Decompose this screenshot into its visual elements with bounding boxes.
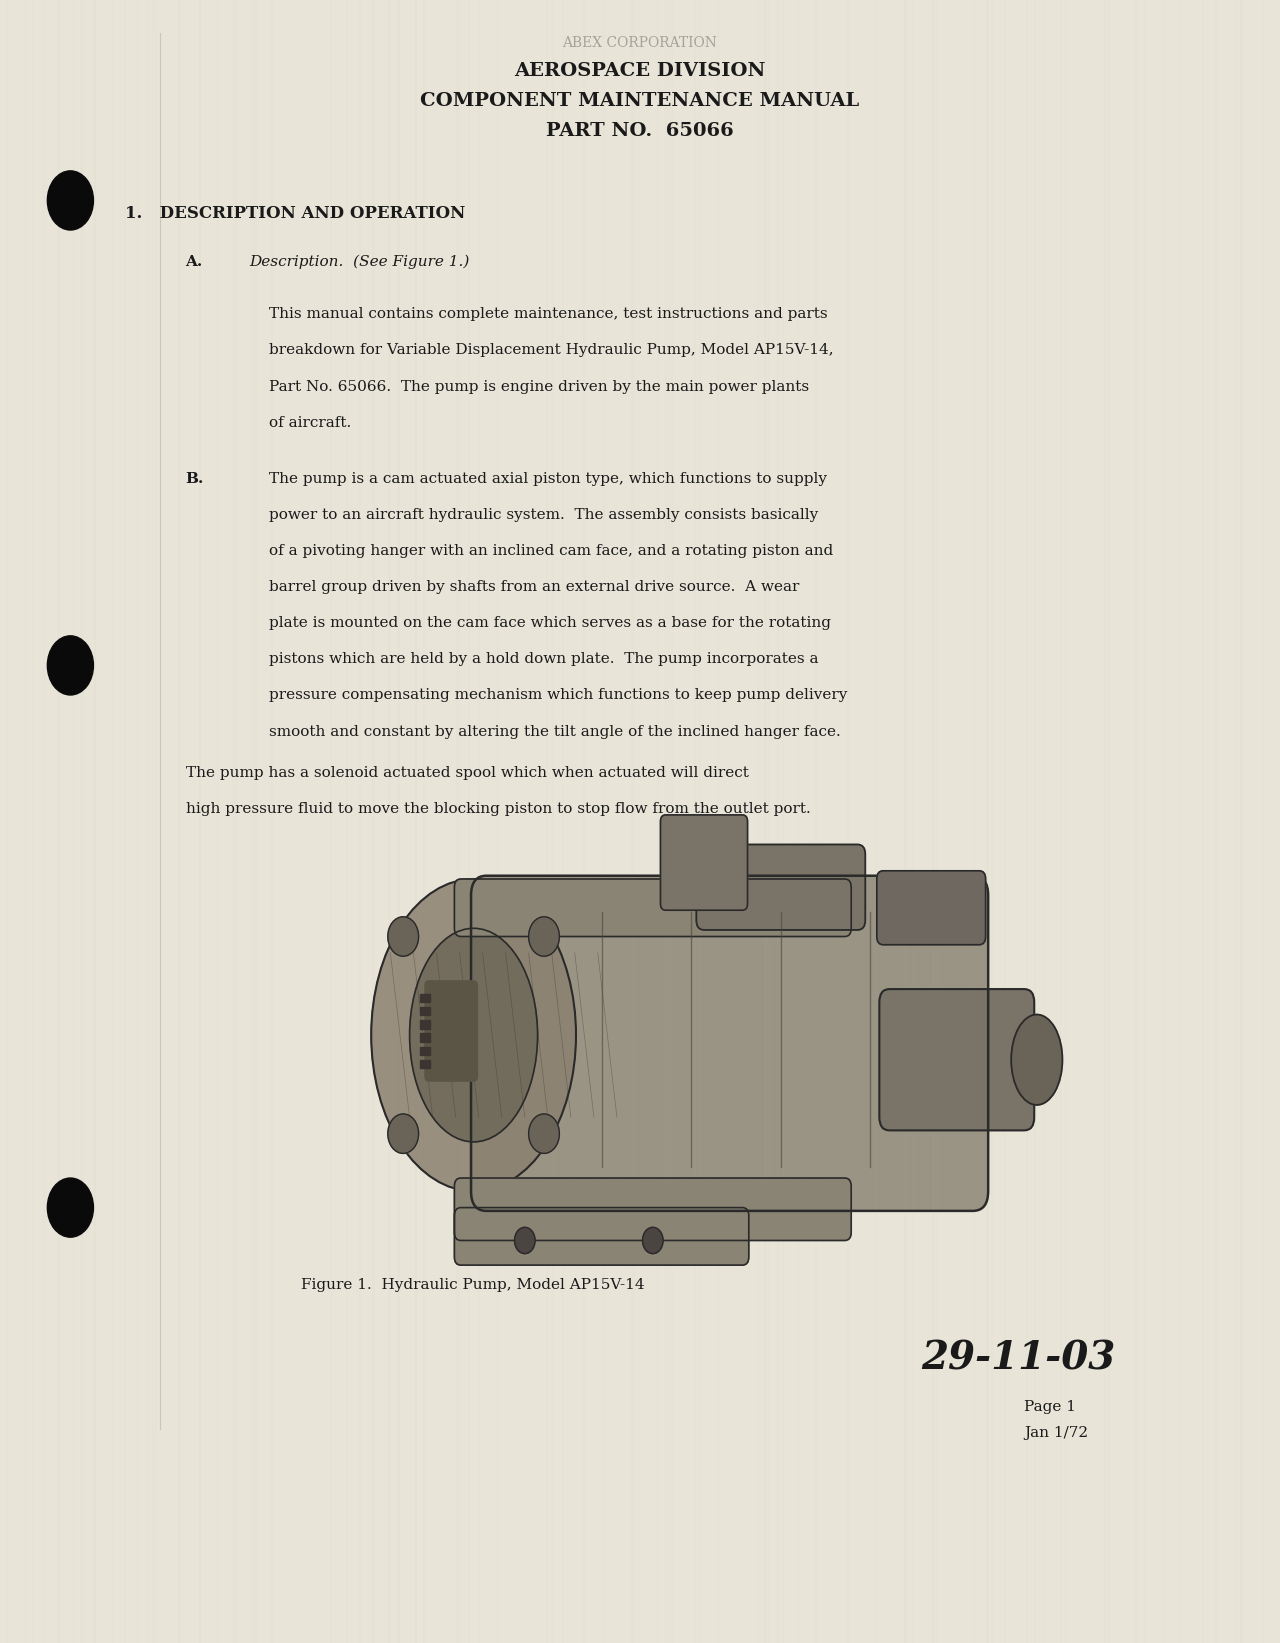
Ellipse shape xyxy=(1011,1014,1062,1104)
FancyBboxPatch shape xyxy=(696,845,865,930)
Circle shape xyxy=(529,1114,559,1153)
Bar xyxy=(420,994,430,1002)
Text: B.: B. xyxy=(186,472,204,486)
FancyBboxPatch shape xyxy=(471,876,988,1211)
FancyBboxPatch shape xyxy=(454,1208,749,1265)
FancyBboxPatch shape xyxy=(454,879,851,937)
Text: 1.   DESCRIPTION AND OPERATION: 1. DESCRIPTION AND OPERATION xyxy=(125,205,466,222)
Text: Part No. 65066.  The pump is engine driven by the main power plants: Part No. 65066. The pump is engine drive… xyxy=(269,380,809,394)
Text: AEROSPACE DIVISION: AEROSPACE DIVISION xyxy=(515,62,765,81)
Bar xyxy=(420,1047,430,1055)
Text: pistons which are held by a hold down plate.  The pump incorporates a: pistons which are held by a hold down pl… xyxy=(269,652,818,667)
Text: This manual contains complete maintenance, test instructions and parts: This manual contains complete maintenanc… xyxy=(269,307,827,322)
FancyBboxPatch shape xyxy=(425,981,477,1081)
Text: plate is mounted on the cam face which serves as a base for the rotating: plate is mounted on the cam face which s… xyxy=(269,616,831,631)
Text: Figure 1.  Hydraulic Pump, Model AP15V-14: Figure 1. Hydraulic Pump, Model AP15V-14 xyxy=(301,1278,644,1293)
Text: The pump is a cam actuated axial piston type, which functions to supply: The pump is a cam actuated axial piston … xyxy=(269,472,827,486)
Text: Description.  (See Figure 1.): Description. (See Figure 1.) xyxy=(250,255,470,269)
Text: power to an aircraft hydraulic system.  The assembly consists basically: power to an aircraft hydraulic system. T… xyxy=(269,508,818,522)
Bar xyxy=(420,1060,430,1068)
Circle shape xyxy=(47,171,93,230)
FancyBboxPatch shape xyxy=(879,989,1034,1130)
Text: of aircraft.: of aircraft. xyxy=(269,416,351,430)
Text: COMPONENT MAINTENANCE MANUAL: COMPONENT MAINTENANCE MANUAL xyxy=(420,92,860,110)
FancyBboxPatch shape xyxy=(660,815,748,910)
FancyBboxPatch shape xyxy=(877,871,986,945)
Circle shape xyxy=(47,1178,93,1237)
FancyBboxPatch shape xyxy=(454,1178,851,1240)
Text: smooth and constant by altering the tilt angle of the inclined hanger face.: smooth and constant by altering the tilt… xyxy=(269,725,841,739)
Circle shape xyxy=(643,1227,663,1254)
Bar xyxy=(420,1020,430,1029)
Text: pressure compensating mechanism which functions to keep pump delivery: pressure compensating mechanism which fu… xyxy=(269,688,847,703)
Text: breakdown for Variable Displacement Hydraulic Pump, Model AP15V-14,: breakdown for Variable Displacement Hydr… xyxy=(269,343,833,358)
Text: of a pivoting hanger with an inclined cam face, and a rotating piston and: of a pivoting hanger with an inclined ca… xyxy=(269,544,833,559)
Text: Page 1: Page 1 xyxy=(1024,1400,1076,1415)
Bar xyxy=(420,1007,430,1015)
Circle shape xyxy=(515,1227,535,1254)
Circle shape xyxy=(388,1114,419,1153)
Circle shape xyxy=(529,917,559,956)
Circle shape xyxy=(388,917,419,956)
Text: The pump has a solenoid actuated spool which when actuated will direct: The pump has a solenoid actuated spool w… xyxy=(186,766,749,780)
Text: A.: A. xyxy=(186,255,202,269)
Text: barrel group driven by shafts from an external drive source.  A wear: barrel group driven by shafts from an ex… xyxy=(269,580,799,595)
Text: 29-11-03: 29-11-03 xyxy=(922,1339,1116,1377)
Ellipse shape xyxy=(410,928,538,1142)
Text: ABEX CORPORATION: ABEX CORPORATION xyxy=(563,36,717,51)
Text: high pressure fluid to move the blocking piston to stop flow from the outlet por: high pressure fluid to move the blocking… xyxy=(186,802,810,817)
Text: Jan 1/72: Jan 1/72 xyxy=(1024,1426,1088,1441)
Bar xyxy=(420,1033,430,1042)
Ellipse shape xyxy=(371,879,576,1191)
Circle shape xyxy=(47,636,93,695)
Text: PART NO.  65066: PART NO. 65066 xyxy=(547,122,733,140)
